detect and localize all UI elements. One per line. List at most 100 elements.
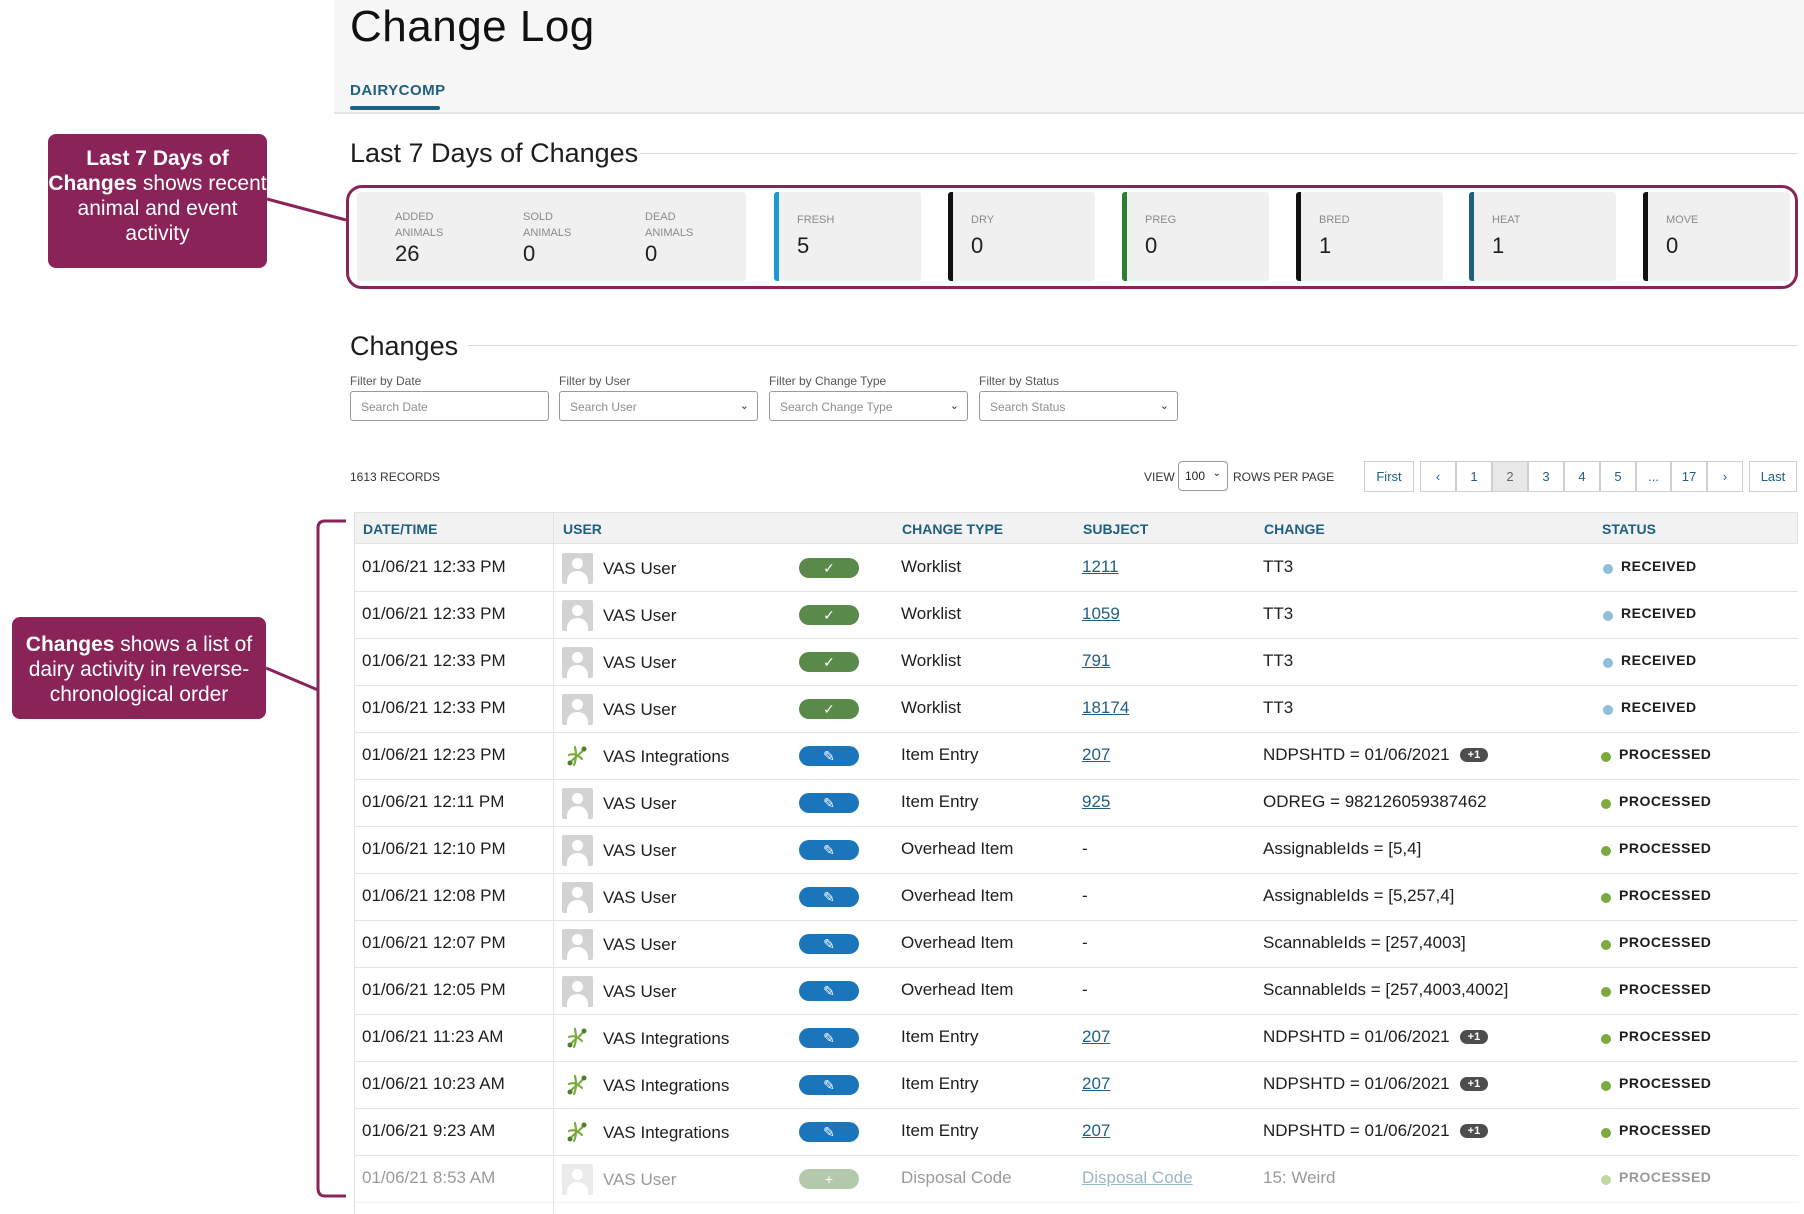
more-changes-badge[interactable]: +1 xyxy=(1459,1030,1489,1044)
table-row[interactable]: 01/06/21 12:33 PM VAS User ✓ Worklist 18174 T… xyxy=(354,685,1798,733)
table-row[interactable]: 01/06/21 12:10 PM VAS User ✎ Overhead Item -… xyxy=(354,826,1798,874)
table-row[interactable]: 01/06/21 12:08 PM VAS User ✎ Overhead Item -… xyxy=(354,873,1798,921)
filter-user-select[interactable]: Search User ⌄ xyxy=(559,391,758,421)
pager-button[interactable]: 4 xyxy=(1564,461,1600,492)
status-dot xyxy=(1601,1128,1611,1138)
section-divider xyxy=(640,153,1798,154)
table-row[interactable]: 01/06/21 12:05 PM VAS User ✎ Overhead Item -… xyxy=(354,967,1798,1015)
cell-user: VAS User xyxy=(603,606,677,625)
pencil-icon[interactable]: ✎ xyxy=(799,934,859,954)
pencil-icon[interactable]: ✎ xyxy=(799,840,859,860)
table-row[interactable]: 01/06/21 10:23 AM VAS Integrations ✎ Item E… xyxy=(354,1061,1798,1109)
cell-change-type: Worklist xyxy=(901,698,962,717)
pager-button[interactable]: 17 xyxy=(1671,461,1707,492)
pencil-icon[interactable]: ✎ xyxy=(799,981,859,1001)
pager-button[interactable]: ‹ xyxy=(1420,461,1456,492)
table-row[interactable]: 01/06/21 9:23 AM VAS Integrations ✎ Item En… xyxy=(354,1108,1798,1156)
avatar xyxy=(562,976,593,1007)
cell-subject[interactable]: 1059 xyxy=(1082,604,1120,623)
cell-change: NDPSHTD = 01/06/2021 +1 xyxy=(1263,1027,1489,1047)
more-changes-badge[interactable]: +1 xyxy=(1459,1077,1489,1091)
cell-subject[interactable]: 1211 xyxy=(1082,557,1119,576)
check-icon[interactable]: ✓ xyxy=(799,652,859,672)
filter-date-input[interactable]: Search Date xyxy=(350,391,549,421)
dead-animals-value: 0 xyxy=(645,241,658,266)
pager-button[interactable]: 1 xyxy=(1456,461,1492,492)
pencil-icon[interactable]: ✎ xyxy=(799,887,859,907)
cell-user: VAS User xyxy=(603,888,677,907)
rows-per-page-select[interactable]: 100 ⌄ xyxy=(1178,461,1228,491)
cell-subject[interactable]: Disposal Code xyxy=(1082,1168,1193,1187)
check-icon[interactable]: ✓ xyxy=(799,699,859,719)
column-header-datetime[interactable]: DATE/TIME xyxy=(363,521,438,537)
changes-connector xyxy=(265,666,319,692)
table-row[interactable]: 01/06/21 12:23 PM VAS Integrations ✎ Item E… xyxy=(354,732,1798,780)
cell-subject[interactable]: 791 xyxy=(1082,651,1111,670)
cell-subject: - xyxy=(1082,886,1088,905)
pencil-icon[interactable]: ✎ xyxy=(799,793,859,813)
pencil-icon[interactable]: ✎ xyxy=(799,1028,859,1048)
pager-button[interactable]: ... xyxy=(1636,461,1671,492)
cell-datetime: 01/06/21 12:23 PM xyxy=(362,745,506,764)
cell-subject[interactable]: 207 xyxy=(1082,1121,1111,1140)
pager-button[interactable]: 5 xyxy=(1600,461,1636,492)
cell-subject[interactable]: 207 xyxy=(1082,745,1111,764)
column-header-user[interactable]: USER xyxy=(563,521,602,537)
cell-user: VAS User xyxy=(603,1170,677,1189)
column-header-change[interactable]: CHANGE xyxy=(1264,521,1325,537)
cell-datetime: 01/06/21 12:33 PM xyxy=(362,651,506,670)
status-badge: RECEIVED xyxy=(1621,652,1697,668)
column-header-change-type[interactable]: CHANGE TYPE xyxy=(902,521,1004,537)
filter-status-select[interactable]: Search Status ⌄ xyxy=(979,391,1178,421)
table-row[interactable]: 01/06/21 11:23 AM VAS Integrations ✎ Item E… xyxy=(354,1014,1798,1062)
cell-subject[interactable]: 18174 xyxy=(1082,698,1130,717)
plus-icon[interactable]: + xyxy=(799,1169,859,1189)
pager-button[interactable]: First xyxy=(1364,461,1414,492)
more-changes-badge[interactable]: +1 xyxy=(1459,1124,1489,1138)
tab-dairycomp[interactable]: DAIRYCOMP xyxy=(350,82,446,99)
pager-button[interactable]: 2 xyxy=(1492,461,1528,492)
pencil-icon[interactable]: ✎ xyxy=(799,1122,859,1142)
chevron-down-icon: ⌄ xyxy=(949,400,959,412)
more-changes-badge[interactable]: +1 xyxy=(1459,748,1489,762)
cell-change-type: Item Entry xyxy=(901,1121,979,1140)
cell-user: VAS User xyxy=(603,653,677,672)
cell-datetime: 01/06/21 11:23 AM xyxy=(362,1027,504,1046)
page-header xyxy=(334,0,1804,114)
column-header-status[interactable]: STATUS xyxy=(1602,521,1656,537)
status-badge: PROCESSED xyxy=(1619,840,1712,856)
pager-button[interactable]: 3 xyxy=(1528,461,1564,492)
check-icon[interactable]: ✓ xyxy=(799,605,859,625)
pencil-icon[interactable]: ✎ xyxy=(799,1075,859,1095)
cell-subject[interactable]: 207 xyxy=(1082,1074,1111,1093)
status-dot xyxy=(1601,799,1611,809)
cell-subject[interactable]: 207 xyxy=(1082,1027,1111,1046)
table-row[interactable]: 01/06/21 12:33 PM VAS User ✓ Worklist 1059 TT… xyxy=(354,591,1798,639)
table-row[interactable]: 01/06/21 12:33 PM VAS User ✓ Worklist 1211 TT… xyxy=(354,544,1798,592)
check-icon[interactable]: ✓ xyxy=(799,558,859,578)
cell-datetime: 01/06/21 12:33 PM xyxy=(362,604,506,623)
stat-label: BRED xyxy=(1319,214,1350,226)
pager-button[interactable]: Last xyxy=(1749,461,1797,492)
chevron-down-icon: ⌄ xyxy=(739,400,749,412)
column-separator xyxy=(553,512,554,1214)
cell-change: NDPSHTD = 01/06/2021 +1 xyxy=(1263,1121,1489,1141)
table-row[interactable]: 01/06/21 12:33 PM VAS User ✓ Worklist 791 TT3… xyxy=(354,638,1798,686)
status-badge: PROCESSED xyxy=(1619,1169,1712,1185)
integration-icon xyxy=(564,743,590,769)
table-row[interactable]: 01/06/21 12:07 PM VAS User ✎ Overhead Item -… xyxy=(354,920,1798,968)
pencil-icon[interactable]: ✎ xyxy=(799,746,859,766)
column-header-subject[interactable]: SUBJECT xyxy=(1083,521,1149,537)
cell-user: VAS Integrations xyxy=(603,747,730,766)
status-dot xyxy=(1601,846,1611,856)
cell-change: ScannableIds = [257,4003] xyxy=(1263,933,1466,952)
last7-title: Last 7 Days of Changes xyxy=(350,138,639,168)
filter-change-type-select[interactable]: Search Change Type ⌄ xyxy=(769,391,968,421)
status-dot xyxy=(1601,1081,1611,1091)
cell-subject[interactable]: 925 xyxy=(1082,792,1111,811)
cell-user: VAS User xyxy=(603,794,677,813)
table-row[interactable]: 01/06/21 12:11 PM VAS User ✎ Item Entry 925 O… xyxy=(354,779,1798,827)
pager-button[interactable]: › xyxy=(1707,461,1743,492)
table-row[interactable]: 01/06/21 8:53 AM VAS User + Disposal Code Di… xyxy=(354,1155,1798,1203)
